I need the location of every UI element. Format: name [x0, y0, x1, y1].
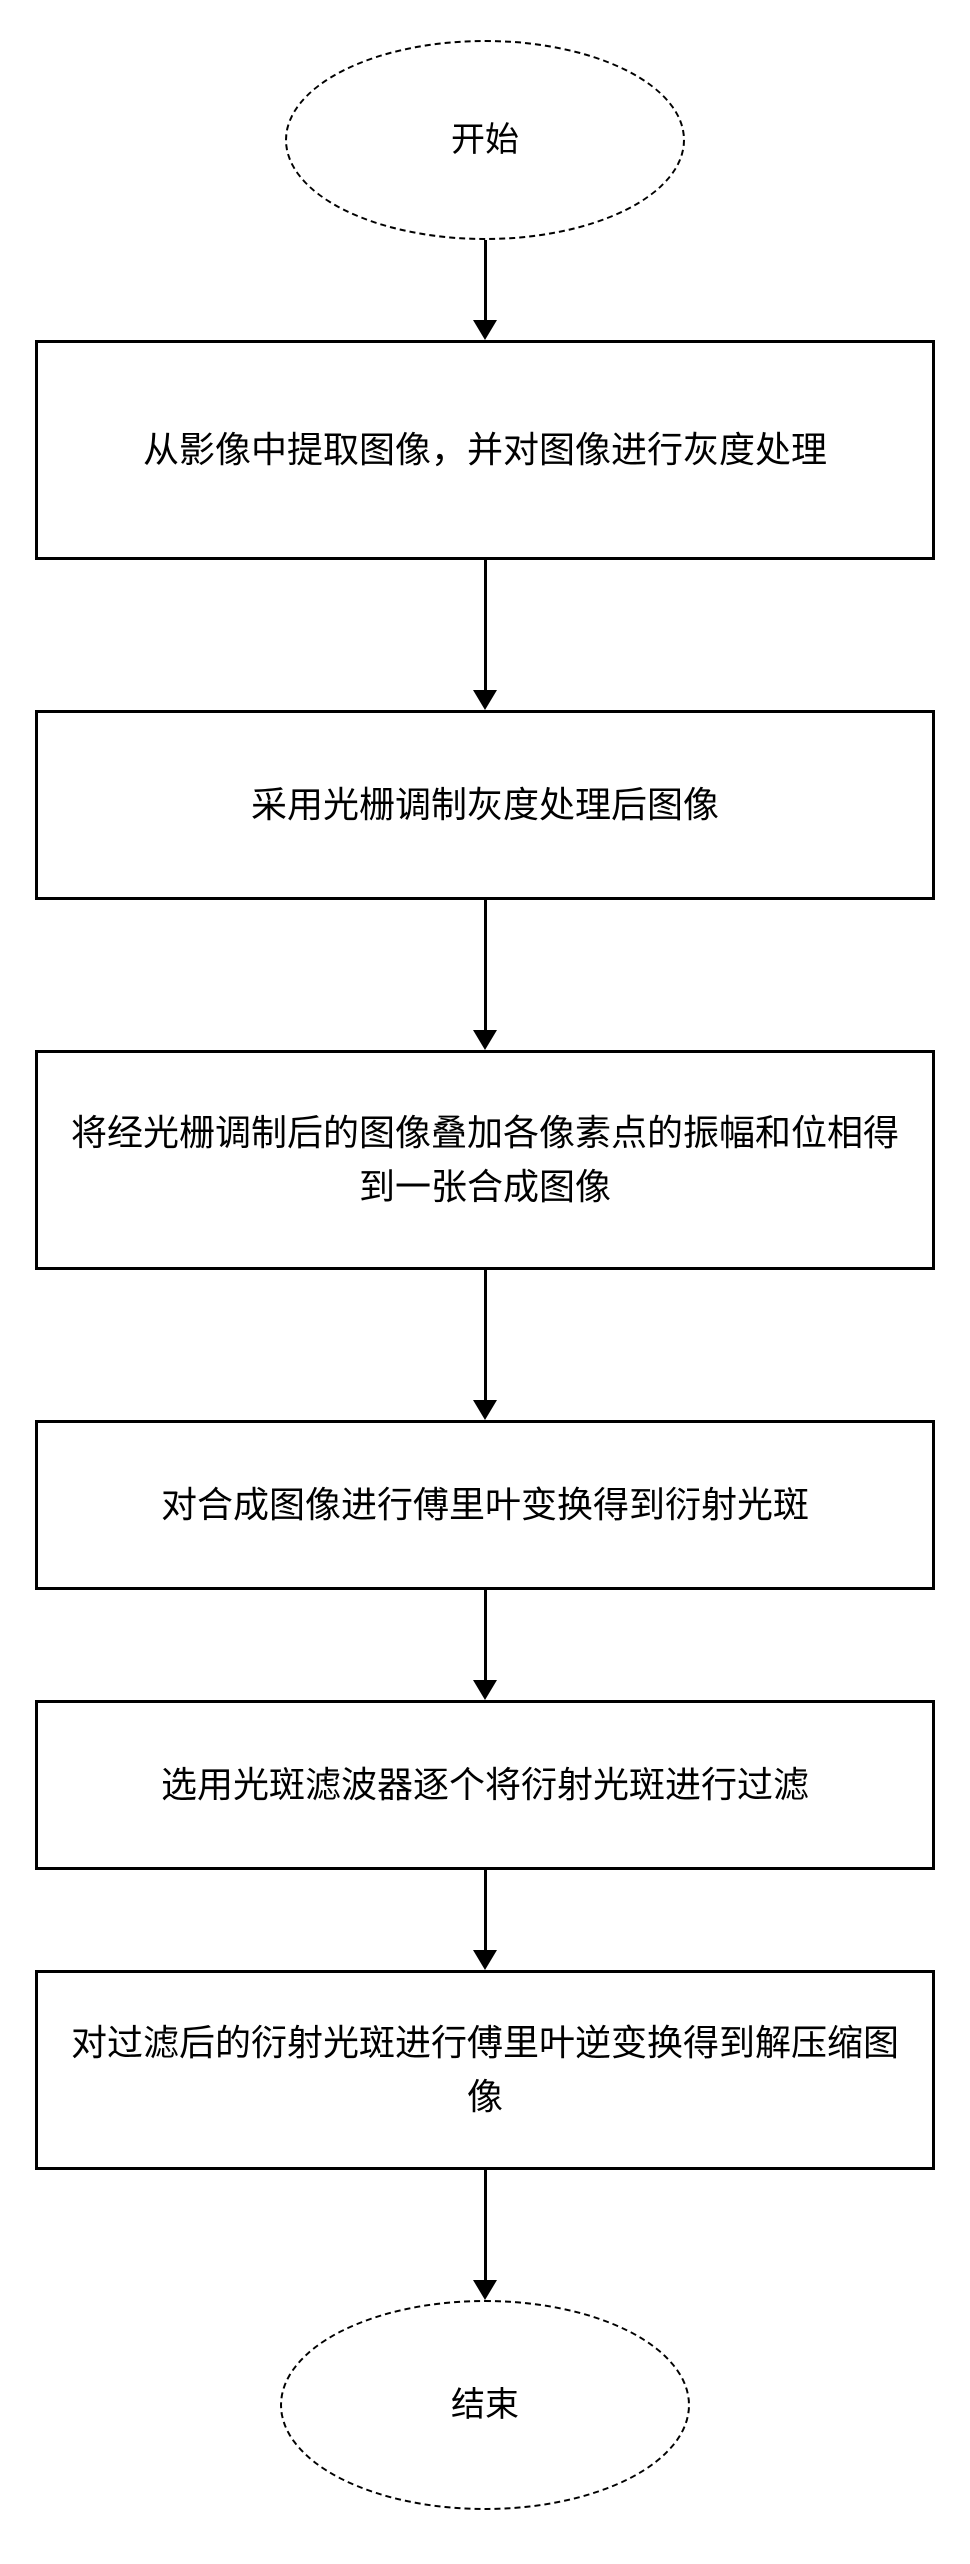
- process-spot-filter: 选用光斑滤波器逐个将衍射光斑进行过滤: [35, 1700, 935, 1870]
- arrow-6: [473, 2170, 497, 2300]
- arrow-4: [473, 1590, 497, 1700]
- start-label: 开始: [451, 115, 519, 166]
- end-label: 结束: [451, 2380, 519, 2431]
- process-6-label: 对过滤后的衍射光斑进行傅里叶逆变换得到解压缩图像: [68, 2016, 902, 2124]
- process-fourier-transform: 对合成图像进行傅里叶变换得到衍射光斑: [35, 1420, 935, 1590]
- arrow-5: [473, 1870, 497, 1970]
- process-inverse-fourier: 对过滤后的衍射光斑进行傅里叶逆变换得到解压缩图像: [35, 1970, 935, 2170]
- end-terminator: 结束: [280, 2300, 690, 2510]
- arrow-0: [473, 240, 497, 340]
- process-2-label: 采用光栅调制灰度处理后图像: [251, 778, 719, 832]
- flowchart-container: 开始 从影像中提取图像，并对图像进行灰度处理 采用光栅调制灰度处理后图像 将经光…: [20, 40, 950, 2510]
- process-extract-grayscale: 从影像中提取图像，并对图像进行灰度处理: [35, 340, 935, 560]
- process-grating-modulate: 采用光栅调制灰度处理后图像: [35, 710, 935, 900]
- arrow-1: [473, 560, 497, 710]
- process-3-label: 将经光栅调制后的图像叠加各像素点的振幅和位相得到一张合成图像: [68, 1106, 902, 1214]
- process-1-label: 从影像中提取图像，并对图像进行灰度处理: [143, 423, 827, 477]
- start-terminator: 开始: [285, 40, 685, 240]
- arrow-3: [473, 1270, 497, 1420]
- arrow-2: [473, 900, 497, 1050]
- process-4-label: 对合成图像进行傅里叶变换得到衍射光斑: [161, 1478, 809, 1532]
- process-superpose-composite: 将经光栅调制后的图像叠加各像素点的振幅和位相得到一张合成图像: [35, 1050, 935, 1270]
- process-5-label: 选用光斑滤波器逐个将衍射光斑进行过滤: [161, 1758, 809, 1812]
